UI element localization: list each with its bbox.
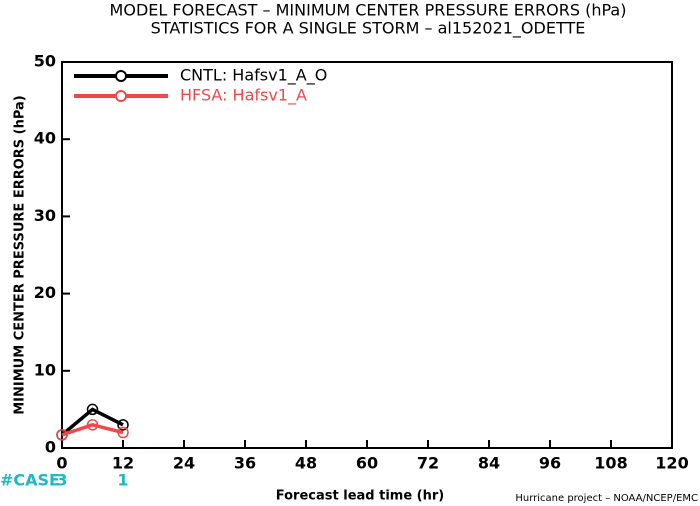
x-tick-label: 72 [417, 454, 439, 473]
legend-marker [115, 70, 127, 82]
point [86, 403, 99, 416]
x-tick-label: 36 [234, 454, 256, 473]
legend-label: HFSA: Hafsv1_A [180, 86, 307, 106]
point [117, 426, 129, 439]
y-tick-label: 50 [34, 52, 56, 71]
y-tick-label: 40 [34, 129, 56, 148]
point [117, 419, 129, 431]
x-tick-label: 0 [56, 454, 67, 473]
chart-title: MODEL FORECAST – MINIMUM CENTER PRESSURE… [110, 1, 627, 20]
chart-subtitle: STATISTICS FOR A SINGLE STORM – al152021… [151, 19, 586, 39]
legend-marker [115, 90, 127, 102]
footer: Hurricane project – NOAA/NCEP/EMC [515, 493, 698, 504]
x-tick-label: 12 [112, 454, 134, 473]
point [86, 419, 99, 431]
case-count: 1 [117, 471, 128, 490]
x-axis-label: Forecast lead time (hr) [276, 489, 444, 504]
point [56, 429, 68, 441]
x-tick-label: 60 [356, 454, 378, 473]
case-label: #CASE [0, 471, 60, 490]
y-tick-label: 30 [34, 206, 56, 225]
case-count: 3 [56, 471, 67, 490]
x-tick-label: 48 [295, 454, 317, 473]
y-tick-label: 10 [34, 360, 56, 379]
series-line [60, 407, 124, 437]
y-tick-label: 20 [34, 283, 56, 302]
x-tick-label: 120 [655, 454, 688, 473]
x-tick-label: 24 [173, 454, 195, 473]
y-axis-label: MINIMUM CENTER PRESSURE ERRORS (hPa) [13, 95, 28, 415]
series-line [61, 423, 124, 437]
x-tick-label: 108 [594, 454, 627, 473]
x-tick-label: 96 [539, 454, 561, 473]
plot-frame [61, 61, 673, 449]
x-tick-label: 84 [478, 454, 500, 473]
legend-label: CNTL: Hafsv1_A_O [180, 66, 327, 86]
y-tick-label: 0 [45, 438, 56, 457]
